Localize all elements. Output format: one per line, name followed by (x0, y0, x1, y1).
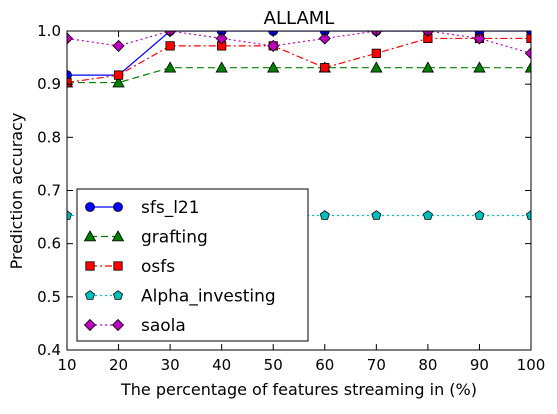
data-point (422, 210, 433, 220)
legend-entry: grafting (83, 228, 208, 248)
series-saola (67, 31, 531, 60)
legend-marker (112, 290, 124, 300)
legend-marker (113, 261, 123, 271)
x-tick-label: 10 (57, 356, 76, 374)
legend-marker (113, 202, 123, 212)
legend-entry: osfs (85, 257, 175, 277)
y-tick-label: 0.9 (37, 75, 61, 93)
data-point (267, 39, 280, 52)
legend-marker (111, 318, 125, 332)
legend-entry: sfs_l21 (85, 198, 200, 218)
legend-marker (83, 230, 97, 242)
data-point (421, 61, 435, 73)
legend-label: sfs_l21 (141, 198, 200, 218)
data-point (319, 210, 330, 220)
data-point (112, 76, 125, 88)
data-point (320, 63, 330, 73)
data-point (371, 48, 381, 58)
y-tick-label: 0.4 (37, 341, 61, 359)
legend-marker (85, 261, 95, 271)
x-tick-label: 90 (470, 356, 489, 374)
chart-title: ALLAML (264, 8, 335, 29)
legend-marker (84, 290, 96, 300)
y-tick-label: 0.8 (37, 128, 61, 146)
legend-label: Alpha_investing (141, 287, 276, 307)
data-point (267, 61, 280, 73)
data-point (113, 70, 124, 80)
y-axis: 0.4 0.5 0.6 0.7 0.8 0.9 1.0 (37, 22, 531, 359)
x-axis: 10 20 30 40 50 60 70 80 90 100 (57, 31, 545, 374)
x-tick-label: 30 (161, 356, 180, 374)
y-tick-label: 0.5 (37, 288, 61, 306)
data-point (67, 210, 73, 220)
x-tick-label: 50 (264, 356, 283, 374)
y-tick-label: 1.0 (37, 22, 61, 40)
x-tick-label: 20 (109, 356, 128, 374)
legend-marker (111, 230, 125, 242)
data-point (165, 41, 175, 51)
data-point (474, 210, 485, 220)
data-point (215, 32, 228, 45)
data-point (524, 47, 531, 60)
x-tick-label: 80 (418, 356, 437, 374)
data-point (163, 61, 177, 73)
series-line-grafting (67, 67, 531, 84)
data-point (524, 61, 531, 73)
legend-entry: saola (83, 316, 186, 336)
y-axis-label: Prediction accuracy (7, 113, 26, 270)
data-point (215, 61, 228, 73)
data-point (318, 32, 331, 45)
series-line-osfs (67, 37, 531, 84)
data-point (67, 32, 74, 45)
data-point (370, 61, 383, 73)
legend-marker (85, 202, 95, 212)
data-point (473, 61, 486, 73)
legend-entry: Alpha_investing (84, 287, 276, 307)
legend-label: osfs (141, 257, 175, 277)
x-axis-label: The percentage of features streaming in … (120, 380, 477, 399)
series-line-sfs_l21 (67, 31, 531, 76)
legend-label: saola (141, 316, 186, 336)
legend-marker (83, 318, 97, 332)
y-tick-label: 0.7 (37, 182, 61, 200)
data-point (525, 210, 531, 220)
x-tick-label: 100 (517, 356, 546, 374)
series-grafting (67, 61, 531, 88)
x-tick-label: 60 (315, 356, 334, 374)
data-point (371, 210, 382, 220)
data-point (112, 39, 125, 52)
legend-label: grafting (141, 228, 208, 248)
series-line-saola (67, 31, 531, 54)
x-tick-label: 70 (367, 356, 386, 374)
data-point (67, 70, 72, 81)
x-tick-label: 40 (212, 356, 231, 374)
data-point (473, 32, 486, 45)
data-point (67, 77, 72, 88)
y-tick-label: 0.6 (37, 235, 61, 253)
